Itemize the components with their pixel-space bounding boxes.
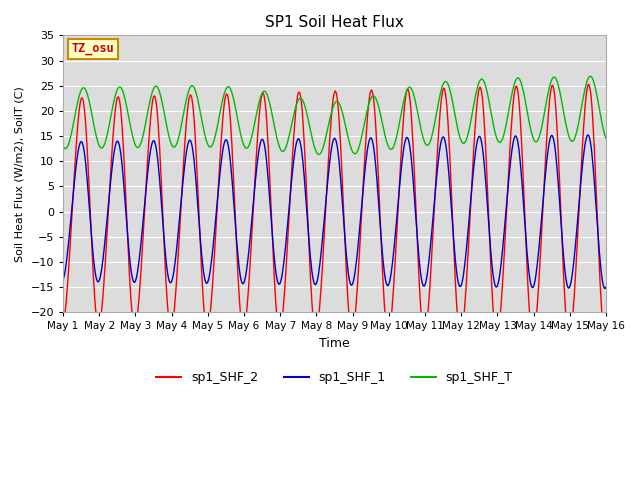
sp1_SHF_T <box>60 144 67 149</box>
sp1_SHF_1 <box>433 177 440 182</box>
sp1_SHF_T <box>553 78 561 84</box>
sp1_SHF_1 <box>602 284 610 290</box>
sp1_SHF_T <box>179 118 186 123</box>
sp1_SHF_2 <box>585 82 593 87</box>
sp1_SHF_2 <box>379 276 387 281</box>
sp1_SHF_2 <box>202 321 209 327</box>
sp1_SHF_2 <box>60 321 67 327</box>
sp1_SHF_T <box>202 135 209 141</box>
sp1_SHF_1 <box>584 132 592 138</box>
sp1_SHF_1 <box>179 186 186 192</box>
sp1_SHF_T <box>586 73 594 79</box>
sp1_SHF_1 <box>326 156 334 162</box>
sp1_SHF_T <box>327 112 335 118</box>
sp1_SHF_1 <box>601 286 609 291</box>
sp1_SHF_T <box>380 126 387 132</box>
Y-axis label: Soil Heat Flux (W/m2), SoilT (C): Soil Heat Flux (W/m2), SoilT (C) <box>15 86 25 262</box>
Title: SP1 Soil Heat Flux: SP1 Soil Heat Flux <box>265 15 404 30</box>
sp1_SHF_T <box>433 107 441 113</box>
sp1_SHF_2 <box>179 182 186 188</box>
Line: sp1_SHF_T: sp1_SHF_T <box>63 76 606 155</box>
sp1_SHF_2 <box>552 112 560 118</box>
sp1_SHF_T <box>315 152 323 157</box>
sp1_SHF_2 <box>433 167 440 173</box>
Text: TZ_osu: TZ_osu <box>71 42 114 55</box>
Line: sp1_SHF_2: sp1_SHF_2 <box>63 84 606 339</box>
sp1_SHF_1 <box>379 255 387 261</box>
sp1_SHF_2 <box>602 336 609 342</box>
sp1_SHF_2 <box>602 336 610 342</box>
sp1_SHF_1 <box>202 279 209 285</box>
X-axis label: Time: Time <box>319 337 350 350</box>
sp1_SHF_T <box>602 135 610 141</box>
sp1_SHF_2 <box>326 132 334 137</box>
sp1_SHF_1 <box>60 277 67 283</box>
Line: sp1_SHF_1: sp1_SHF_1 <box>63 135 606 288</box>
Legend: sp1_SHF_2, sp1_SHF_1, sp1_SHF_T: sp1_SHF_2, sp1_SHF_1, sp1_SHF_T <box>152 366 518 389</box>
sp1_SHF_1 <box>552 157 560 163</box>
